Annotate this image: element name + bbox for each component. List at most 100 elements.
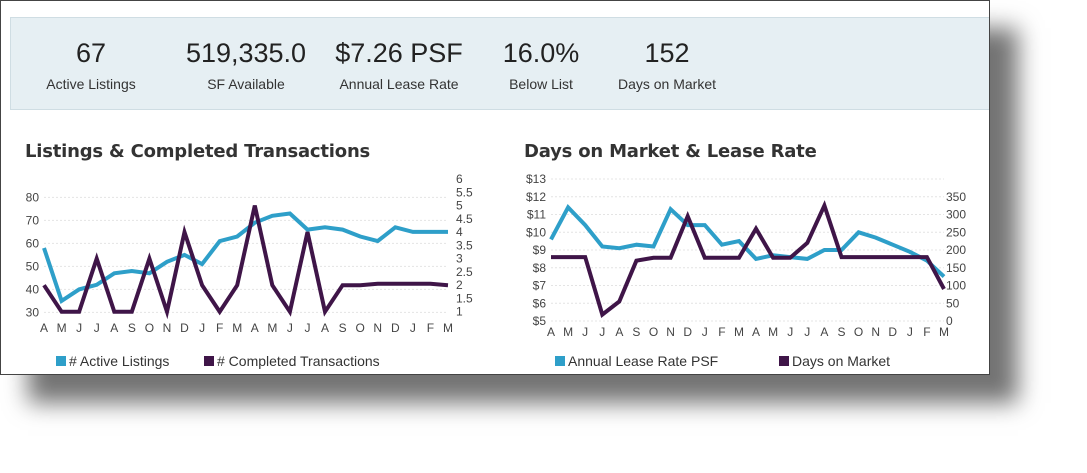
- x-tick-label: O: [145, 321, 154, 335]
- right-tick-label: 2.5: [456, 265, 473, 279]
- x-tick-label: J: [199, 321, 205, 335]
- right-tick-label: 50: [946, 296, 960, 310]
- right-tick-label: 350: [946, 190, 966, 204]
- stat-label: SF Available: [207, 76, 285, 92]
- stat-sf-available: 519,335.0 SF Available: [166, 38, 326, 93]
- x-tick-label: A: [752, 325, 760, 339]
- x-tick-label: M: [563, 325, 573, 339]
- x-tick-label: M: [939, 325, 949, 339]
- chart-title-listings: Listings & Completed Transactions: [25, 141, 371, 162]
- x-tick-label: A: [110, 321, 118, 335]
- stat-value: 16.0%: [502, 38, 580, 68]
- series-line-blue: [549, 204, 946, 279]
- stat-active-listings: 67 Active Listings: [41, 38, 141, 93]
- stat-days-on-market: 152 Days on Market: [611, 38, 723, 93]
- legend-item-annual-lease-rate[interactable]: Annual Lease Rate PSF: [555, 353, 718, 369]
- stat-value: 519,335.0: [185, 38, 307, 68]
- stat-below-list: 16.0% Below List: [491, 38, 591, 93]
- chart-title-days-on-market: Days on Market & Lease Rate: [524, 141, 817, 162]
- x-tick-label: F: [427, 321, 434, 335]
- legend-label: # Completed Transactions: [217, 353, 380, 369]
- right-tick-label: 200: [946, 243, 966, 257]
- left-tick-label: 80: [26, 190, 40, 204]
- x-tick-label: N: [373, 321, 382, 335]
- x-tick-label: J: [804, 325, 810, 339]
- x-tick-label: J: [304, 321, 310, 335]
- x-tick-label: A: [615, 325, 623, 339]
- left-tick-label: 40: [26, 282, 40, 296]
- stat-value: 67: [75, 38, 107, 68]
- dashboard-card: 67 Active Listings 519,335.0 SF Availabl…: [0, 0, 990, 375]
- right-tick-label: 3.5: [456, 238, 473, 252]
- stat-label: Active Listings: [46, 76, 136, 92]
- legend-item-days-on-market[interactable]: Days on Market: [779, 353, 890, 369]
- x-tick-label: A: [820, 325, 828, 339]
- x-tick-label: F: [923, 325, 930, 339]
- legend-label: Annual Lease Rate PSF: [568, 353, 719, 369]
- x-tick-label: F: [718, 325, 725, 339]
- x-tick-label: J: [582, 325, 588, 339]
- x-tick-label: S: [632, 325, 640, 339]
- x-tick-label: A: [40, 321, 48, 335]
- right-tick-label: 300: [946, 208, 966, 222]
- legend-swatch: [779, 356, 789, 366]
- right-tick-label: 4.5: [456, 212, 473, 226]
- x-tick-label: M: [768, 325, 778, 339]
- x-tick-label: J: [907, 325, 913, 339]
- right-tick-label: 2: [456, 278, 463, 292]
- x-tick-label: M: [443, 321, 453, 335]
- x-tick-label: S: [837, 325, 845, 339]
- left-tick-label: $9: [533, 243, 547, 257]
- left-tick-label: 60: [26, 236, 40, 250]
- right-tick-label: 250: [946, 225, 966, 239]
- x-tick-label: M: [734, 325, 744, 339]
- stats-bar: 67 Active Listings 519,335.0 SF Availabl…: [10, 17, 989, 110]
- x-tick-label: D: [180, 321, 189, 335]
- legend-item-active-listings[interactable]: # Active Listings: [56, 353, 169, 369]
- stat-label: Annual Lease Rate: [339, 76, 459, 92]
- legend-swatch: [56, 356, 66, 366]
- x-tick-label: J: [410, 321, 416, 335]
- left-tick-label: $10: [526, 225, 546, 239]
- x-tick-label: M: [232, 321, 242, 335]
- right-tick-label: 5: [456, 199, 463, 213]
- stat-annual-lease-rate: $7.26 PSF Annual Lease Rate: [324, 38, 474, 93]
- x-tick-label: S: [339, 321, 347, 335]
- left-tick-label: $13: [526, 172, 546, 186]
- right-tick-label: 1.5: [456, 291, 473, 305]
- right-tick-label: 3: [456, 252, 463, 266]
- x-tick-label: J: [702, 325, 708, 339]
- x-tick-label: S: [128, 321, 136, 335]
- series-line-blue: [42, 211, 448, 305]
- legend-item-completed-transactions[interactable]: # Completed Transactions: [204, 353, 380, 369]
- left-tick-label: $6: [533, 296, 547, 310]
- x-tick-label: J: [599, 325, 605, 339]
- left-tick-label: 50: [26, 259, 40, 273]
- x-tick-label: M: [267, 321, 277, 335]
- right-tick-label: 4: [456, 225, 463, 239]
- legend-label: Days on Market: [792, 353, 891, 369]
- left-tick-label: $7: [533, 279, 547, 293]
- right-tick-label: 1: [456, 305, 463, 319]
- days-on-market-lease-rate-chart: $5 $6 $7 $8 $9 $10 $11 $12 $13 0 50 100 150 200 250 300…: [526, 172, 966, 339]
- x-tick-label: N: [666, 325, 675, 339]
- legend-label: # Active Listings: [69, 353, 170, 369]
- right-tick-label: 0: [946, 314, 953, 328]
- x-tick-label: F: [216, 321, 223, 335]
- x-tick-label: M: [57, 321, 67, 335]
- left-tick-label: 70: [26, 213, 40, 227]
- x-tick-label: O: [854, 325, 863, 339]
- series-line-purple: [551, 200, 946, 318]
- x-tick-label: J: [787, 325, 793, 339]
- left-tick-label: $5: [533, 314, 547, 328]
- stat-label: Below List: [509, 76, 573, 92]
- x-tick-label: D: [683, 325, 692, 339]
- right-tick-label: 6: [456, 172, 463, 186]
- x-tick-label: O: [649, 325, 658, 339]
- x-tick-label: J: [76, 321, 82, 335]
- x-tick-label: D: [391, 321, 400, 335]
- right-tick-label: 100: [946, 279, 966, 293]
- x-tick-label: J: [287, 321, 293, 335]
- x-tick-label: J: [94, 321, 100, 335]
